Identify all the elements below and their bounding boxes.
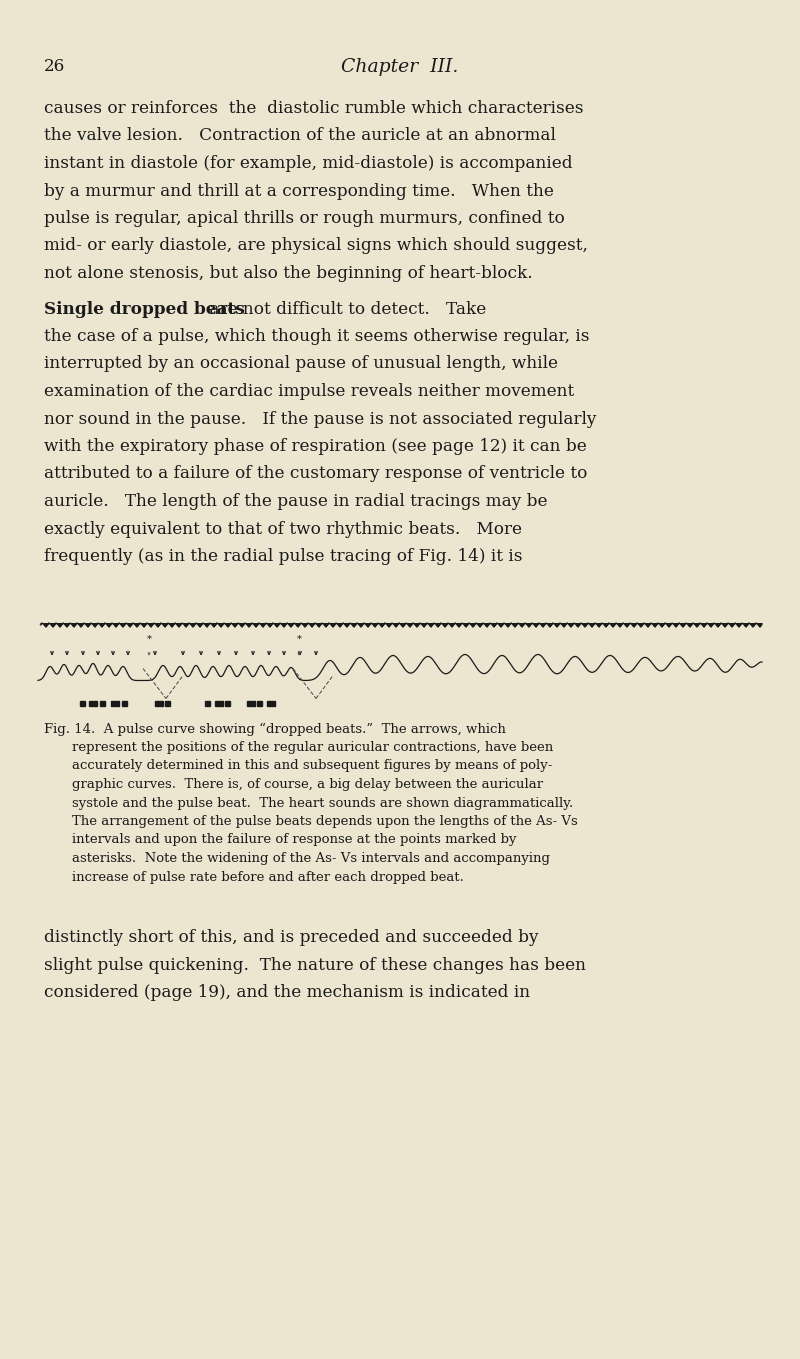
Text: instant in diastole (for example, mid-diastole) is accompanied: instant in diastole (for example, mid-di… — [44, 155, 573, 173]
Text: accurately determined in this and subsequent figures by means of poly-: accurately determined in this and subseq… — [72, 760, 552, 772]
Text: the case of a pulse, which though it seems otherwise regular, is: the case of a pulse, which though it see… — [44, 328, 590, 345]
Text: by a murmur and thrill at a corresponding time.   When the: by a murmur and thrill at a correspondin… — [44, 182, 554, 200]
Text: nor sound in the pause.   If the pause is not associated regularly: nor sound in the pause. If the pause is … — [44, 410, 596, 428]
Bar — [257, 700, 262, 705]
Text: auricle.   The length of the pause in radial tracings may be: auricle. The length of the pause in radi… — [44, 493, 547, 510]
Text: Single dropped beats: Single dropped beats — [44, 300, 245, 318]
Bar — [155, 700, 163, 705]
Bar — [111, 700, 119, 705]
Text: systole and the pulse beat.  The heart sounds are shown diagrammatically.: systole and the pulse beat. The heart so… — [72, 796, 574, 810]
Text: asterisks.  Note the widening of the As- Vs intervals and accompanying: asterisks. Note the widening of the As- … — [72, 852, 550, 864]
Text: Fig. 14.  A pulse curve showing “dropped beats.”  The arrows, which: Fig. 14. A pulse curve showing “dropped … — [44, 723, 506, 735]
Text: The arrangement of the pulse beats depends upon the lengths of the As- Vs: The arrangement of the pulse beats depen… — [72, 815, 578, 828]
Bar — [225, 700, 230, 705]
Bar — [100, 700, 105, 705]
Text: Chapter  III.: Chapter III. — [342, 58, 458, 76]
Text: *: * — [146, 635, 151, 644]
Text: represent the positions of the regular auricular contractions, have been: represent the positions of the regular a… — [72, 741, 554, 754]
Bar — [165, 700, 170, 705]
Text: attributed to a failure of the customary response of ventricle to: attributed to a failure of the customary… — [44, 466, 587, 482]
Bar — [89, 700, 97, 705]
Text: frequently (as in the radial pulse tracing of Fig. 14) it is: frequently (as in the radial pulse traci… — [44, 548, 522, 565]
Text: 26: 26 — [44, 58, 66, 75]
Text: graphic curves.  There is, of course, a big delay between the auricular: graphic curves. There is, of course, a b… — [72, 777, 543, 791]
Text: exactly equivalent to that of two rhythmic beats.   More: exactly equivalent to that of two rhythm… — [44, 520, 522, 538]
Text: are not difficult to detect.   Take: are not difficult to detect. Take — [204, 300, 486, 318]
Bar — [267, 700, 275, 705]
Bar — [205, 700, 210, 705]
Bar — [122, 700, 127, 705]
Text: intervals and upon the failure of response at the points marked by: intervals and upon the failure of respon… — [72, 833, 517, 847]
Bar — [80, 700, 85, 705]
Text: *: * — [297, 635, 302, 644]
Text: considered (page 19), and the mechanism is indicated in: considered (page 19), and the mechanism … — [44, 984, 530, 1002]
Text: slight pulse quickening.  The nature of these changes has been: slight pulse quickening. The nature of t… — [44, 957, 586, 973]
Text: with the expiratory phase of respiration (see page 12) it can be: with the expiratory phase of respiration… — [44, 438, 586, 455]
Text: examination of the cardiac impulse reveals neither movement: examination of the cardiac impulse revea… — [44, 383, 574, 400]
Text: causes or reinforces  the  diastolic rumble which characterises: causes or reinforces the diastolic rumbl… — [44, 101, 583, 117]
Text: pulse is regular, apical thrills or rough murmurs, confined to: pulse is regular, apical thrills or roug… — [44, 211, 565, 227]
Text: interrupted by an occasional pause of unusual length, while: interrupted by an occasional pause of un… — [44, 356, 558, 372]
Text: not alone stenosis, but also the beginning of heart-block.: not alone stenosis, but also the beginni… — [44, 265, 533, 283]
Text: distinctly short of this, and is preceded and succeeded by: distinctly short of this, and is precede… — [44, 930, 538, 946]
Bar — [247, 700, 255, 705]
Text: the valve lesion.   Contraction of the auricle at an abnormal: the valve lesion. Contraction of the aur… — [44, 128, 556, 144]
Text: increase of pulse rate before and after each dropped beat.: increase of pulse rate before and after … — [72, 871, 464, 883]
Bar — [215, 700, 223, 705]
Text: mid- or early diastole, are physical signs which should suggest,: mid- or early diastole, are physical sig… — [44, 238, 588, 254]
